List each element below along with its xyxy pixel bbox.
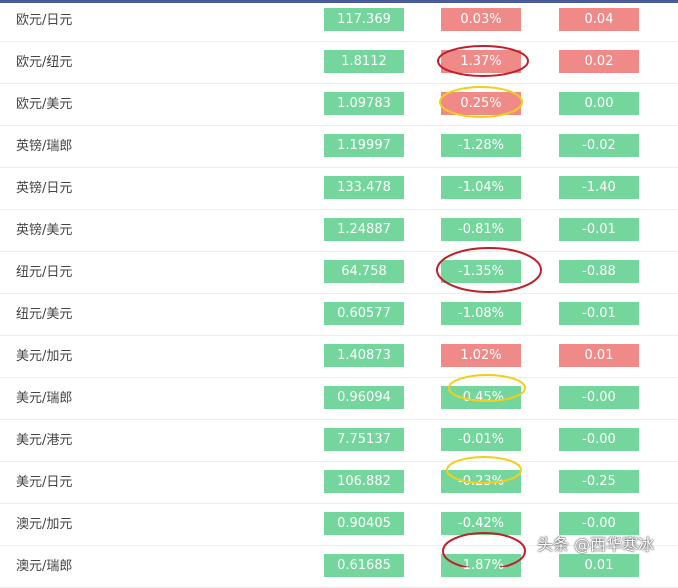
currency-pair-label: 澳元/加元 (16, 517, 73, 532)
price-cell: 1.19997 (324, 134, 404, 157)
table-row[interactable]: 欧元/美元 1.09783 0.25% 0.00 (0, 84, 678, 126)
percent-change-cell: -0.23% (441, 470, 521, 493)
currency-pair-label: 纽元/美元 (16, 307, 73, 322)
currency-pair-label: 美元/瑞郎 (16, 391, 73, 406)
change-cell: -0.25 (559, 470, 639, 493)
percent-change-cell: -1.87% (441, 554, 521, 577)
percent-change-cell: 1.02% (441, 344, 521, 367)
currency-pair-label: 欧元/美元 (16, 97, 73, 112)
change-cell: -0.00 (559, 512, 639, 535)
currency-pair-label: 英镑/瑞郎 (16, 139, 73, 154)
change-cell: -0.00 (559, 386, 639, 409)
price-cell: 1.09783 (324, 92, 404, 115)
percent-change-cell: -1.04% (441, 176, 521, 199)
change-cell: -0.01 (559, 302, 639, 325)
table-row[interactable]: 欧元/纽元 1.8112 1.37% 0.02 (0, 42, 678, 84)
price-cell: 7.75137 (324, 428, 404, 451)
table-row[interactable]: 美元/加元 1.40873 1.02% 0.01 (0, 336, 678, 378)
change-cell: 0.01 (559, 554, 639, 577)
change-cell: -0.02 (559, 134, 639, 157)
percent-change-cell: -0.42% (441, 512, 521, 535)
change-cell: -0.88 (559, 260, 639, 283)
watermark-text: 头条 @西华寒冰 (537, 535, 655, 554)
price-cell: 64.758 (324, 260, 404, 283)
currency-pair-label: 英镑/美元 (16, 223, 73, 238)
change-cell: -0.00 (559, 428, 639, 451)
percent-change-cell: -0.81% (441, 218, 521, 241)
top-accent-bar (0, 0, 678, 3)
currency-pair-label: 美元/日元 (16, 475, 73, 490)
change-cell: 0.00 (559, 92, 639, 115)
currency-pair-label: 英镑/日元 (16, 181, 73, 196)
change-cell: -1.40 (559, 176, 639, 199)
change-cell: 0.01 (559, 344, 639, 367)
currency-pair-label: 纽元/日元 (16, 265, 73, 280)
table-row[interactable]: 英镑/日元 133.478 -1.04% -1.40 (0, 168, 678, 210)
price-cell: 117.369 (324, 8, 404, 31)
price-cell: 0.96094 (324, 386, 404, 409)
table-row[interactable]: 美元/日元 106.882 -0.23% -0.25 (0, 462, 678, 504)
percent-change-cell: -0.01% (441, 428, 521, 451)
table-row[interactable]: 欧元/日元 117.369 0.03% 0.04 (0, 0, 678, 42)
table-row[interactable]: 美元/港元 7.75137 -0.01% -0.00 (0, 420, 678, 462)
change-cell: 0.02 (559, 50, 639, 73)
percent-change-cell: 1.37% (441, 50, 521, 73)
currency-pair-label: 美元/加元 (16, 349, 73, 364)
table-row[interactable]: 纽元/日元 64.758 -1.35% -0.88 (0, 252, 678, 294)
change-cell: 0.04 (559, 8, 639, 31)
percent-change-cell: -1.28% (441, 134, 521, 157)
price-cell: 106.882 (324, 470, 404, 493)
change-cell: -0.01 (559, 218, 639, 241)
table-row[interactable]: 纽元/美元 0.60577 -1.08% -0.01 (0, 294, 678, 336)
percent-change-cell: -1.08% (441, 302, 521, 325)
percent-change-cell: 0.25% (441, 92, 521, 115)
currency-pair-label: 欧元/纽元 (16, 55, 73, 70)
currency-pair-label: 美元/港元 (16, 433, 73, 448)
percent-change-cell: 0.03% (441, 8, 521, 31)
table-row[interactable]: 英镑/美元 1.24887 -0.81% -0.01 (0, 210, 678, 252)
price-cell: 133.478 (324, 176, 404, 199)
currency-pair-label: 欧元/日元 (16, 13, 73, 28)
table-row[interactable]: 英镑/瑞郎 1.19997 -1.28% -0.02 (0, 126, 678, 168)
price-cell: 0.61685 (324, 554, 404, 577)
price-cell: 0.60577 (324, 302, 404, 325)
price-cell: 1.8112 (324, 50, 404, 73)
price-cell: 0.90405 (324, 512, 404, 535)
percent-change-cell: -1.35% (441, 260, 521, 283)
price-cell: 1.24887 (324, 218, 404, 241)
percent-change-cell: -0.45% (441, 386, 521, 409)
price-cell: 1.40873 (324, 344, 404, 367)
table-row[interactable]: 美元/瑞郎 0.96094 -0.45% -0.00 (0, 378, 678, 420)
table-row[interactable]: 澳元/加元 0.90405 -0.42% -0.00 (0, 504, 678, 546)
